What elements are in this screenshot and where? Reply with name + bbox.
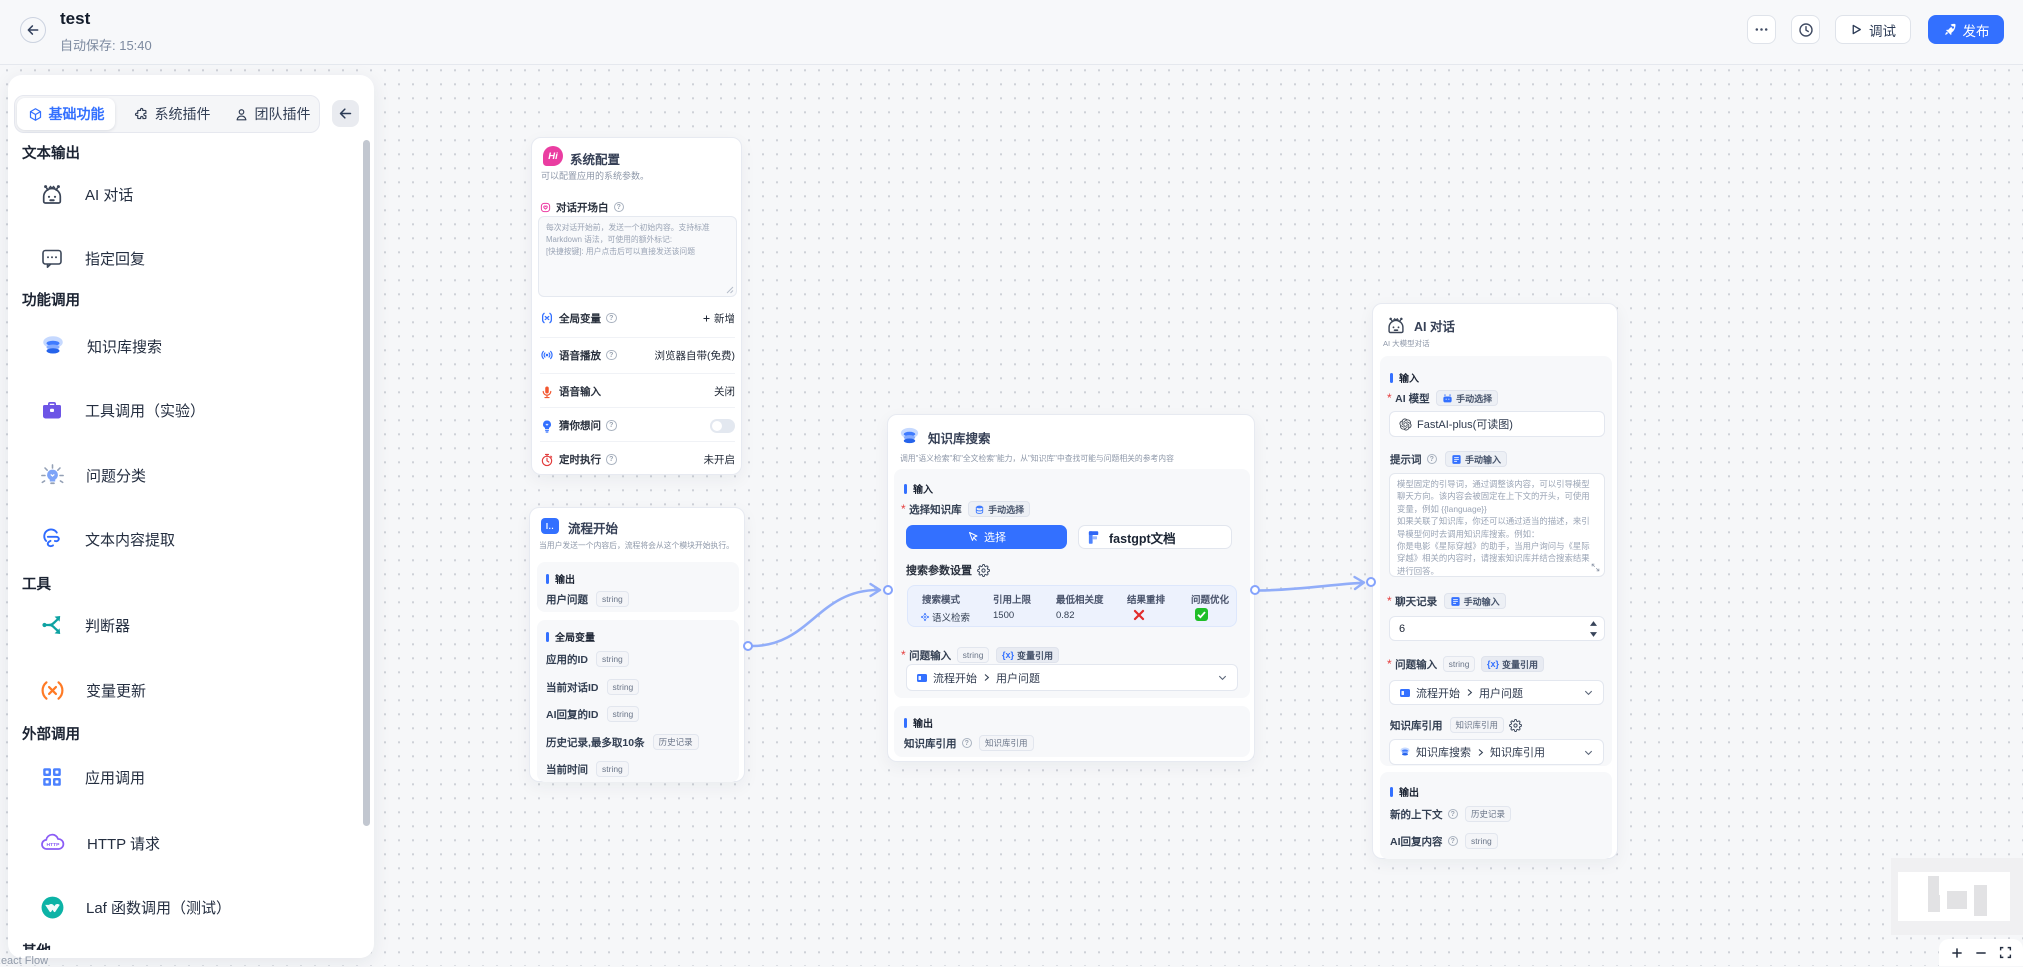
svg-text:HTTP: HTTP <box>47 842 61 848</box>
